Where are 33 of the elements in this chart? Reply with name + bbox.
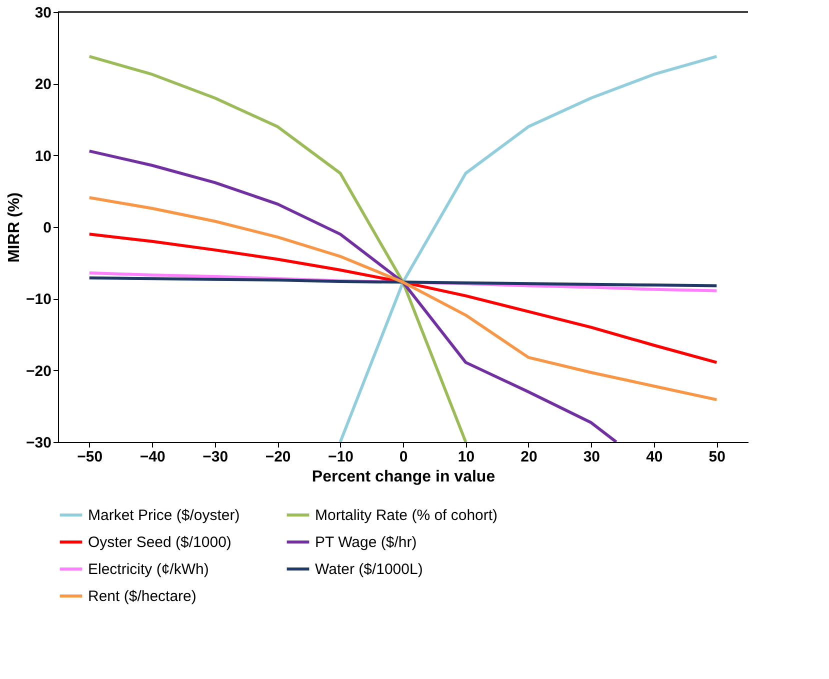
x-tick-label: −40: [140, 448, 166, 466]
x-tick-label: −20: [265, 448, 291, 466]
x-tick-label: −50: [77, 448, 103, 466]
line-series: [88, 150, 618, 442]
x-tick-label: 50: [708, 448, 726, 466]
x-tick-label: −10: [328, 448, 354, 466]
x-tick-label: 20: [520, 448, 538, 466]
legend-label: Rent ($/hectare): [88, 588, 196, 605]
line-series: [338, 54, 718, 442]
line-series: [88, 54, 468, 442]
x-tick-label: 10: [458, 448, 475, 466]
y-tick-label: −30: [26, 434, 52, 452]
legend-label: PT Wage ($/hr): [315, 534, 417, 551]
line-series: [88, 196, 718, 402]
y-tick-label: 20: [34, 76, 52, 94]
x-axis-title: Percent change in value: [312, 468, 496, 486]
x-tick-label: 0: [399, 448, 408, 466]
x-tick-label: 30: [583, 448, 600, 466]
legend-label: Electricity (¢/kWh): [88, 561, 209, 578]
legend-label: Market Price ($/oyster): [88, 507, 240, 524]
line-series: [88, 232, 718, 364]
x-tick-label: −30: [202, 448, 228, 466]
line-series: [88, 276, 718, 288]
legend-label: Mortality Rate (% of cohort): [315, 507, 498, 524]
y-tick-label: 30: [34, 4, 52, 22]
y-tick-label: −20: [26, 362, 52, 380]
legend-label: Oyster Seed ($/1000): [88, 534, 232, 551]
legend-label: Water ($/1000L): [315, 561, 423, 578]
x-tick-label: 40: [646, 448, 663, 466]
y-tick-label: −10: [26, 291, 52, 308]
y-tick-label: 10: [34, 148, 52, 165]
y-axis-title: MIRR (%): [6, 192, 24, 263]
y-tick-label: 0: [43, 220, 52, 236]
